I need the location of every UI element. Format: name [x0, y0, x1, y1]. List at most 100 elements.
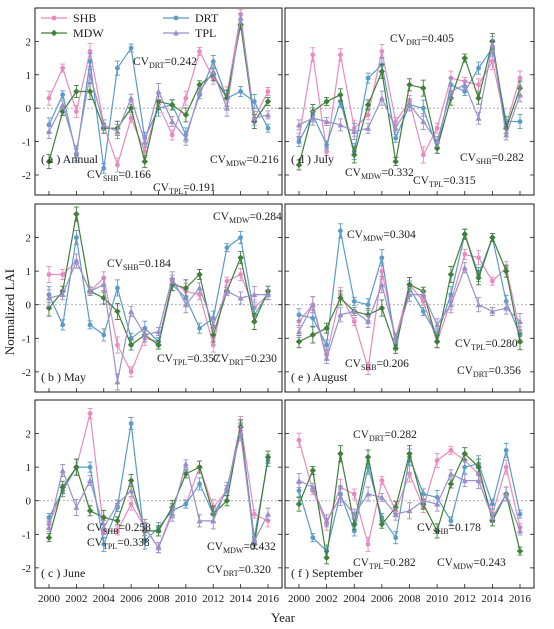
- y-tick-label: 1: [26, 266, 32, 278]
- point-mdw: [196, 463, 203, 471]
- panel-label: ( b ) May: [41, 370, 86, 384]
- point-drt: [462, 464, 468, 470]
- point-tpl: [141, 138, 148, 145]
- point-mdw: [155, 527, 162, 535]
- point-tpl: [461, 477, 468, 484]
- panel-label: ( e ) August: [291, 370, 348, 384]
- point-tpl: [251, 115, 258, 121]
- point-tpl: [461, 264, 468, 271]
- cv-annotation: CVDRT=0.405: [390, 33, 454, 47]
- point-drt: [60, 322, 66, 328]
- cv-annotation: CVTPL=0.338: [87, 537, 150, 551]
- point-tpl: [265, 511, 271, 517]
- point-tpl: [169, 118, 176, 125]
- point-mdw: [73, 210, 80, 218]
- cv-annotation: CVTPL=0.315: [413, 175, 476, 189]
- cv-annotation: CVMDW=0.432: [207, 541, 276, 555]
- point-mdw: [475, 463, 482, 471]
- cv-annotation: CVMDW=0.216: [210, 154, 279, 168]
- point-tpl: [323, 517, 330, 524]
- point-tpl: [182, 301, 189, 308]
- point-mdw: [378, 521, 386, 528]
- point-mdw: [406, 281, 413, 288]
- point-shb: [338, 52, 343, 58]
- point-tpl: [100, 281, 107, 288]
- point-shb: [73, 109, 79, 114]
- point-tpl: [100, 524, 107, 531]
- point-shb: [265, 518, 271, 524]
- point-drt: [365, 302, 371, 308]
- point-mdw: [141, 158, 149, 165]
- point-tpl: [378, 281, 385, 288]
- point-tpl: [210, 517, 217, 524]
- point-tpl: [237, 430, 244, 437]
- point-drt: [101, 332, 107, 338]
- y-tick-label: 1: [26, 70, 32, 82]
- point-drt: [73, 235, 79, 240]
- point-tpl: [182, 460, 189, 467]
- point-mdw: [323, 98, 330, 105]
- point-mdw: [196, 271, 203, 278]
- point-shb: [251, 511, 257, 517]
- cv-annotation: CVTPL=0.282: [353, 557, 416, 571]
- point-shb: [128, 501, 134, 507]
- point-shb: [60, 65, 66, 71]
- point-drt: [296, 488, 302, 494]
- point-tpl: [337, 311, 344, 318]
- point-drt: [101, 541, 107, 547]
- point-drt: [265, 125, 271, 131]
- cv-annotation: CVMDW=0.284: [213, 211, 282, 225]
- point-shb: [115, 528, 120, 534]
- x-tick-label: 2010: [426, 593, 449, 605]
- legend-marker-tpl: [173, 30, 179, 36]
- point-tpl: [128, 308, 135, 314]
- point-drt: [251, 99, 257, 104]
- point-drt: [197, 325, 202, 331]
- point-mdw: [223, 94, 231, 102]
- point-tpl: [503, 491, 510, 497]
- point-mdw: [114, 517, 121, 525]
- point-mdw: [155, 341, 162, 349]
- x-tick-label: 2000: [288, 593, 311, 605]
- point-mdw: [475, 274, 482, 282]
- point-mdw: [364, 453, 372, 461]
- point-drt: [210, 59, 216, 64]
- point-tpl: [155, 328, 162, 335]
- point-mdw: [502, 267, 510, 275]
- point-tpl: [309, 484, 316, 490]
- point-mdw: [59, 108, 66, 115]
- series-line-drt: [48, 236, 269, 343]
- point-tpl: [309, 301, 316, 308]
- point-shb: [420, 152, 426, 158]
- cv-annotation: CVTPL=0.191: [153, 182, 216, 196]
- cv-annotation: CVDRT=0.356: [457, 365, 521, 379]
- point-shb: [310, 52, 316, 58]
- point-tpl: [309, 115, 316, 121]
- cv-annotation: CVDRT=0.230: [213, 353, 277, 367]
- point-tpl: [210, 68, 217, 74]
- x-tick-label: 2004: [343, 593, 366, 605]
- point-drt: [310, 315, 316, 321]
- point-tpl: [210, 321, 217, 328]
- point-mdw: [489, 234, 496, 241]
- point-mdw: [196, 81, 203, 89]
- point-shb: [296, 319, 302, 324]
- point-shb: [169, 132, 175, 138]
- point-drt: [87, 464, 93, 470]
- point-tpl: [237, 295, 244, 301]
- point-drt: [46, 515, 52, 520]
- point-tpl: [420, 497, 427, 504]
- point-tpl: [237, 15, 244, 21]
- point-mdw: [295, 338, 303, 345]
- point-drt: [517, 119, 523, 124]
- point-tpl: [223, 105, 230, 111]
- point-tpl: [447, 88, 454, 94]
- point-tpl: [169, 511, 176, 517]
- point-shb: [365, 366, 371, 371]
- point-tpl: [365, 125, 372, 131]
- point-shb: [197, 292, 202, 298]
- x-tick-label: 2014: [481, 593, 504, 605]
- point-mdw: [378, 304, 386, 312]
- point-mdw: [516, 547, 524, 555]
- point-tpl: [447, 301, 454, 308]
